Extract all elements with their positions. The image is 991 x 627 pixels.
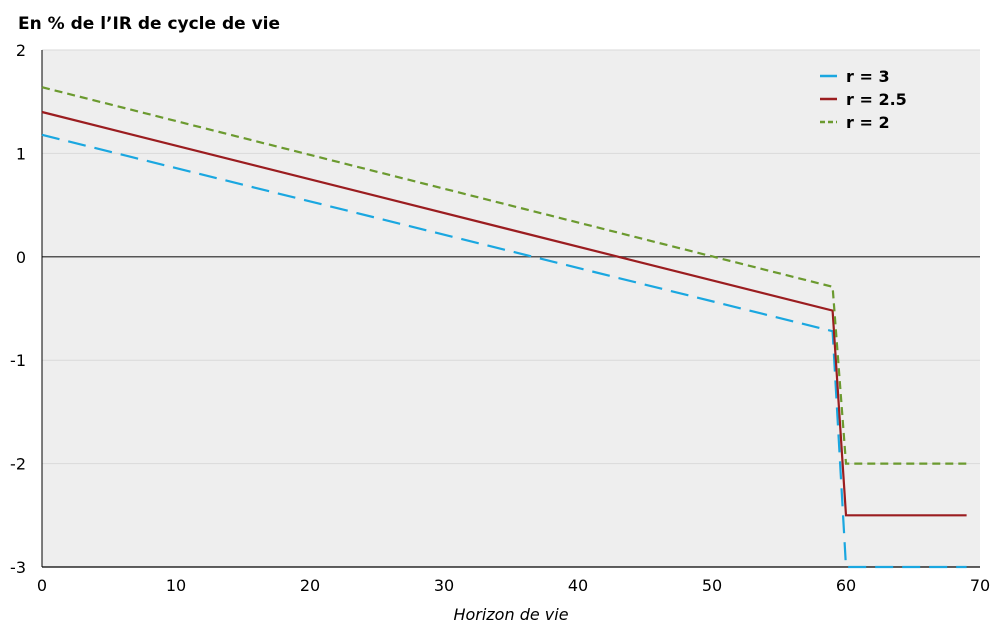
series-line-1 (41, 110, 967, 517)
y-tick-label: 0 (16, 248, 26, 267)
series-lines (41, 86, 967, 569)
axes (41, 50, 980, 568)
y-tick-label: 2 (16, 41, 26, 60)
plot-area (42, 50, 980, 567)
y-tick-label: -2 (10, 455, 26, 474)
legend-label: r = 2 (846, 113, 890, 132)
legend: r = 3 r = 2.5 r = 2 (820, 67, 907, 132)
legend-label: r = 3 (846, 67, 890, 86)
x-tick-label: 30 (434, 576, 454, 595)
y-axis-title: En % de l’IR de cycle de vie (18, 14, 281, 34)
y-tick-labels: 2 1 0 -1 -2 -3 (10, 41, 26, 577)
x-tick-label: 10 (166, 576, 186, 595)
x-tick-label: 70 (970, 576, 990, 595)
series-line-2 (41, 86, 967, 465)
legend-label: r = 2.5 (846, 90, 907, 109)
y-tick-label: -1 (10, 351, 26, 370)
x-tick-label: 50 (702, 576, 722, 595)
x-axis-title: Horizon de vie (453, 605, 568, 624)
series-line-0 (41, 133, 967, 569)
y-tick-label: -3 (10, 558, 26, 577)
x-tick-labels: 0 10 20 30 40 50 60 70 (37, 576, 990, 595)
grid-lines (42, 49, 980, 465)
x-tick-label: 20 (300, 576, 320, 595)
y-tick-label: 1 (16, 144, 26, 163)
x-tick-label: 0 (37, 576, 47, 595)
x-tick-label: 40 (568, 576, 588, 595)
x-tick-label: 60 (836, 576, 856, 595)
